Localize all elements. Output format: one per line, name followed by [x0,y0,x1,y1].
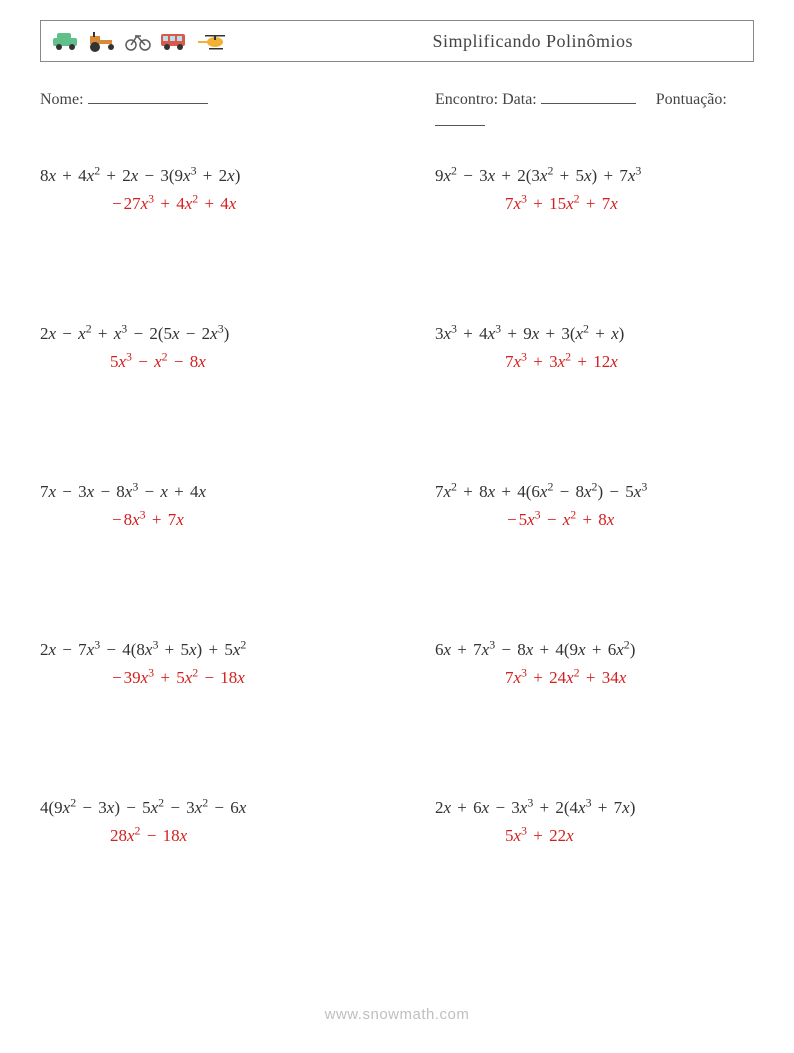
problem-8: 6x + 7x3 − 8x + 4(9x + 6x2) 7x3 + 24x2 + … [435,640,754,688]
problem-4-question: 3x3 + 4x3 + 9x + 3(x2 + x) [435,324,754,344]
problem-10-answer: 5x3 + 22x [435,826,754,846]
score-label: Pontuação: [656,91,727,108]
problem-5: 7x − 3x − 8x3 − x + 4x −8x3 + 7x [40,482,435,530]
problem-10: 2x + 6x − 3x3 + 2(4x3 + 7x) 5x3 + 22x [435,798,754,846]
problem-8-question: 6x + 7x3 − 8x + 4(9x + 6x2) [435,640,754,660]
problem-4: 3x3 + 4x3 + 9x + 3(x2 + x) 7x3 + 3x2 + 12… [435,324,754,372]
problem-1-answer: −27x3 + 4x2 + 4x [40,194,435,214]
helicopter-icon [195,30,227,52]
problem-5-question: 7x − 3x − 8x3 − x + 4x [40,482,435,502]
name-label: Nome: [40,91,84,108]
bicycle-icon [123,30,153,52]
car-icon [51,30,81,52]
problem-1-question: 8x + 4x2 + 2x − 3(9x3 + 2x) [40,166,435,186]
watermark: www.snowmath.com [0,1006,794,1023]
problem-3: 2x − x2 + x3 − 2(5x − 2x3) 5x3 − x2 − 8x [40,324,435,372]
problems-grid: 8x + 4x2 + 2x − 3(9x3 + 2x) −27x3 + 4x2 +… [40,166,754,846]
vehicle-icons [51,30,227,52]
bus-icon [159,30,189,52]
worksheet-title: Simplificando Polinômios [432,31,743,52]
problem-5-answer: −8x3 + 7x [40,510,435,530]
problem-2-answer: 7x3 + 15x2 + 7x [435,194,754,214]
problem-2: 9x2 − 3x + 2(3x2 + 5x) + 7x3 7x3 + 15x2 +… [435,166,754,214]
date-blank[interactable] [541,87,636,104]
problem-4-answer: 7x3 + 3x2 + 12x [435,352,754,372]
problem-1: 8x + 4x2 + 2x − 3(9x3 + 2x) −27x3 + 4x2 +… [40,166,435,214]
header-box: Simplificando Polinômios [40,20,754,62]
problem-2-question: 9x2 − 3x + 2(3x2 + 5x) + 7x3 [435,166,754,186]
name-blank[interactable] [88,87,208,104]
problem-3-question: 2x − x2 + x3 − 2(5x − 2x3) [40,324,435,344]
problem-7-question: 2x − 7x3 − 4(8x3 + 5x) + 5x2 [40,640,435,660]
score-blank[interactable] [435,109,485,126]
problem-7-answer: −39x3 + 5x2 − 18x [40,668,435,688]
problem-3-answer: 5x3 − x2 − 8x [40,352,435,372]
problem-7: 2x − 7x3 − 4(8x3 + 5x) + 5x2 −39x3 + 5x2 … [40,640,435,688]
problem-6: 7x2 + 8x + 4(6x2 − 8x2) − 5x3 −5x3 − x2 +… [435,482,754,530]
problem-6-answer: −5x3 − x2 + 8x [435,510,754,530]
problem-10-question: 2x + 6x − 3x3 + 2(4x3 + 7x) [435,798,754,818]
meta-row: Nome: Encontro: Data: Pontuação: [40,87,754,131]
problem-9: 4(9x2 − 3x) − 5x2 − 3x2 − 6x 28x2 − 18x [40,798,435,846]
date-label: Encontro: Data: [435,91,537,108]
tractor-icon [87,30,117,52]
problem-6-question: 7x2 + 8x + 4(6x2 − 8x2) − 5x3 [435,482,754,502]
problem-9-question: 4(9x2 − 3x) − 5x2 − 3x2 − 6x [40,798,435,818]
problem-8-answer: 7x3 + 24x2 + 34x [435,668,754,688]
problem-9-answer: 28x2 − 18x [40,826,435,846]
